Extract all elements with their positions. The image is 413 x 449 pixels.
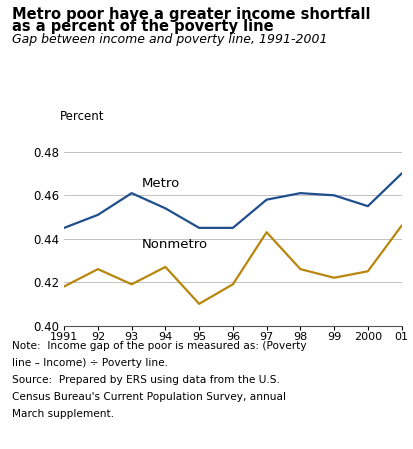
Text: Gap between income and poverty line, 1991-2001: Gap between income and poverty line, 199… (12, 33, 327, 46)
Text: Metro: Metro (141, 177, 180, 190)
Text: Nonmetro: Nonmetro (141, 238, 207, 251)
Text: Metro poor have a greater income shortfall: Metro poor have a greater income shortfa… (12, 7, 370, 22)
Text: Note:  Income gap of the poor is measured as: (Poverty: Note: Income gap of the poor is measured… (12, 341, 306, 351)
Text: Census Bureau's Current Population Survey, annual: Census Bureau's Current Population Surve… (12, 392, 286, 402)
Text: March supplement.: March supplement. (12, 409, 114, 419)
Text: Percent: Percent (60, 110, 104, 123)
Text: as a percent of the poverty line: as a percent of the poverty line (12, 19, 273, 34)
Text: Source:  Prepared by ERS using data from the U.S.: Source: Prepared by ERS using data from … (12, 375, 280, 385)
Text: line – Income) ÷ Poverty line.: line – Income) ÷ Poverty line. (12, 358, 168, 368)
